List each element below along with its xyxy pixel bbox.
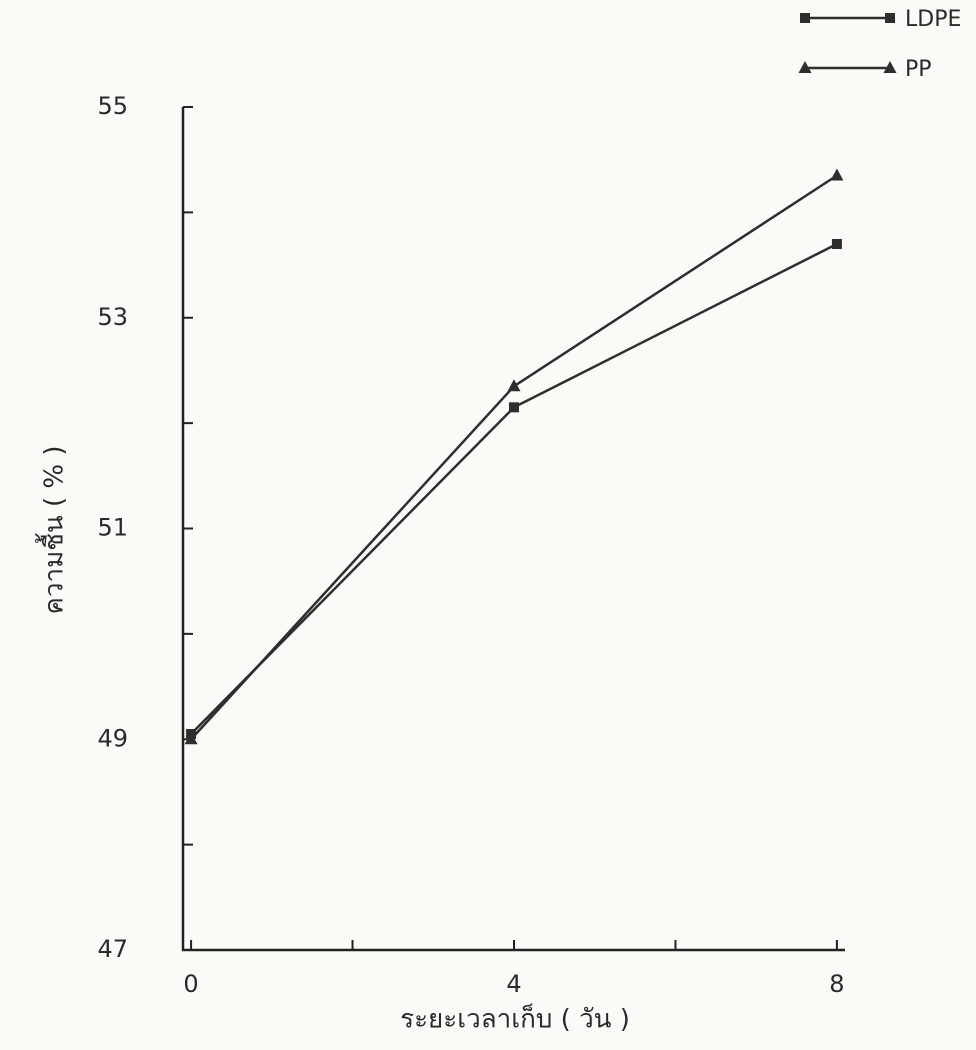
series-line <box>191 244 837 734</box>
x-axis-label: ระยะเวลาเก็บ ( วัน ) <box>400 1003 630 1035</box>
marker <box>800 13 810 23</box>
y-tick-label: 47 <box>97 935 128 963</box>
series-line <box>191 175 837 739</box>
marker <box>885 13 895 23</box>
y-tick-label: 53 <box>97 303 128 331</box>
chart: ความชื้น ( % ) ระยะเวลาเก็บ ( วัน ) 47 49… <box>0 0 976 1050</box>
marker <box>508 379 521 391</box>
x-tick-label: 4 <box>506 970 521 998</box>
x-tick-label: 0 <box>183 970 198 998</box>
y-axis-label: ความชื้น ( % ) <box>35 446 70 615</box>
y-tick-label: 55 <box>97 92 128 120</box>
marker <box>509 402 519 412</box>
axes <box>183 107 845 950</box>
marker <box>830 168 843 180</box>
y-tick-label: 49 <box>97 724 128 752</box>
page: {"chart_data": {"type": "line", "x_label… <box>0 0 976 1050</box>
y-tick-label: 51 <box>97 514 128 542</box>
legend-label: PP <box>905 57 932 82</box>
legend-label: LDPE <box>905 7 961 32</box>
x-tick-label: 8 <box>829 970 844 998</box>
marker <box>832 239 842 249</box>
